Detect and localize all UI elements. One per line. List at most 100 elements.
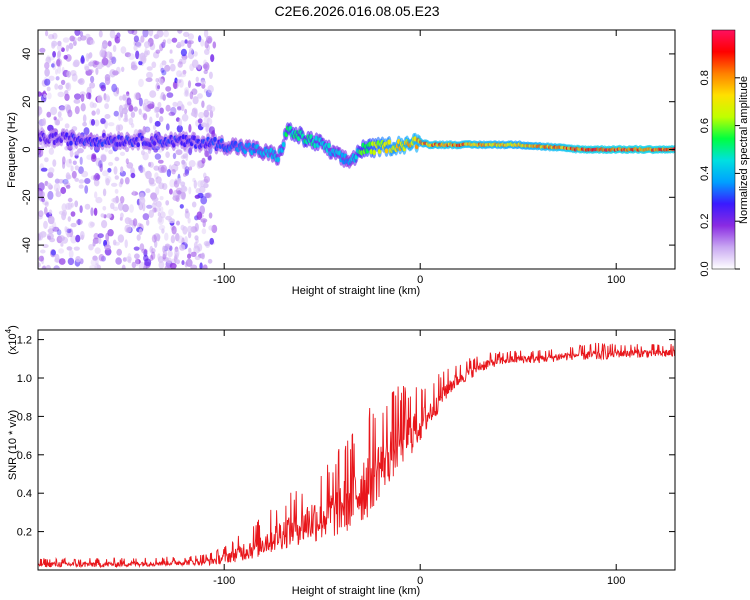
spectrogram-noise-cell xyxy=(84,185,89,194)
spectrogram-noise-cell xyxy=(40,167,48,172)
spectrogram-noise-cell xyxy=(41,197,45,203)
spectrogram-panel: -100 0 100 -40 -20 0 20 40 Height of straight … xyxy=(6,29,676,297)
spectrogram-noise-cell xyxy=(48,56,55,61)
spectrogram-noise-cell xyxy=(43,220,48,229)
spectrogram-noise-cell xyxy=(88,244,94,251)
spectrogram-noise-cell xyxy=(100,118,106,124)
x-tick-label: 0 xyxy=(417,575,423,587)
spectrogram-noise-cell xyxy=(90,221,95,227)
spectrogram-noise-cell xyxy=(57,40,62,47)
spectrogram-noise-cell xyxy=(135,258,141,265)
spectrogram-noise-cell xyxy=(47,190,54,200)
spectrogram-noise-cell xyxy=(181,57,187,65)
spectrogram-noise-cell xyxy=(173,160,181,167)
spectrogram-noise-cell xyxy=(197,118,203,124)
spectrogram-noise-cell xyxy=(53,116,57,121)
snr-y-label: SNR (10 * v/v) xyxy=(7,410,19,480)
spectrogram-noise-cell xyxy=(89,39,95,45)
spectrogram-noise-cell xyxy=(155,49,161,54)
spectrogram-noise-cell xyxy=(142,213,150,221)
spectrogram-noise-cell xyxy=(122,94,126,101)
spectrogram-noise-cell xyxy=(205,122,210,128)
spectrogram-noise-cell xyxy=(204,48,210,56)
spectrogram-noise-cell xyxy=(68,42,74,50)
spectrogram-noise-cell xyxy=(174,178,178,185)
spectrogram-noise-cell xyxy=(191,201,197,208)
spectrogram-noise-cell xyxy=(108,56,115,63)
spectrogram-noise-cell xyxy=(180,104,185,112)
spectrogram-noise-cell xyxy=(128,53,135,60)
spectrogram-noise-cell xyxy=(64,104,71,111)
spectrogram-noise-cell xyxy=(182,69,187,75)
spectrogram-noise-cell xyxy=(111,83,118,93)
spectrogram-noise-cell xyxy=(177,41,181,48)
spectrogram-noise-cell xyxy=(65,82,70,90)
spectrogram-noise-cell xyxy=(187,40,192,49)
spectrogram-ridge-cell xyxy=(327,142,331,149)
spectrogram-noise-cell xyxy=(145,170,152,180)
spectrogram-noise-cell xyxy=(58,235,65,242)
spectrogram-noise-cell xyxy=(46,55,51,63)
spectrogram-noise-cell xyxy=(155,186,160,196)
spectrogram-cells xyxy=(38,30,675,269)
spectrogram-noise-cell xyxy=(79,35,87,41)
spectrogram-noise-cell xyxy=(195,188,201,194)
spectrogram-noise-cell xyxy=(44,68,50,77)
spectrogram-noise-cell xyxy=(125,256,132,262)
snr-panel: -100 0 100 0.2 0.4 0.6 0.8 1.0 1.2 Height of st… xyxy=(4,325,676,597)
spectrogram-noise-cell xyxy=(202,264,208,269)
spectrogram-noise-cell xyxy=(82,121,87,127)
spectrogram-noise-cell xyxy=(124,217,131,225)
spectrogram-noise-cell xyxy=(47,215,55,225)
x-tick-label: 100 xyxy=(607,274,625,286)
spectrogram-noise-cell xyxy=(177,30,183,34)
spectrogram-noise-cell xyxy=(113,110,120,117)
spectrogram-noise-cell xyxy=(104,175,112,184)
spectrogram-noise-cell xyxy=(185,152,189,161)
spectrogram-noise-cell xyxy=(158,182,165,190)
spectrogram-noise-cell xyxy=(139,166,146,173)
spectrogram-noise-cell xyxy=(80,93,85,102)
spectrogram-noise-cell xyxy=(164,232,169,241)
spectrogram-noise-cell xyxy=(114,36,121,44)
spectrogram-noise-cell xyxy=(160,67,165,73)
spectrogram-noise-cell xyxy=(122,204,129,213)
spectrogram-noise-cell xyxy=(146,204,153,209)
spectrogram-noise-cell xyxy=(200,38,205,47)
spectrogram-noise-cell xyxy=(167,250,173,258)
spectrogram-noise-cell xyxy=(88,61,94,67)
spectrogram-noise-cell xyxy=(101,57,109,66)
spectrogram-noise-cell xyxy=(180,40,185,47)
snr-x-ticks: -100 0 100 xyxy=(213,330,625,587)
spectrogram-noise-cell xyxy=(172,152,177,160)
spectrogram-noise-cell xyxy=(199,186,206,194)
spectrogram-noise-cell xyxy=(135,257,139,267)
spectrogram-noise-cell xyxy=(102,188,107,197)
spectrogram-noise-cell xyxy=(151,196,159,202)
spectrogram-noise-cell xyxy=(181,113,189,122)
spectrogram-noise-cell xyxy=(58,105,66,111)
spectrogram-noise-cell xyxy=(124,52,131,58)
spectrogram-noise-cell xyxy=(115,124,121,132)
spectrogram-noise-cell xyxy=(111,182,118,187)
spectrogram-noise-cell xyxy=(184,89,189,97)
spectrogram-noise-cell xyxy=(158,224,166,231)
spectrogram-noise-cell xyxy=(146,219,150,226)
spectrogram-noise-cell xyxy=(151,248,156,254)
spectrogram-ridge-cell xyxy=(276,157,280,163)
spectrogram-noise-cell xyxy=(147,103,155,109)
spectrogram-noise-cell xyxy=(193,180,197,189)
spectrogram-noise-cell xyxy=(57,91,65,98)
spectrogram-noise-cell xyxy=(69,35,75,42)
spectrogram-noise-cell xyxy=(199,205,205,215)
spectrogram-noise-cell xyxy=(106,95,111,102)
spectrogram-noise-cell xyxy=(50,249,56,256)
spectrogram-noise-cell xyxy=(145,77,153,83)
spectrogram-noise-cell xyxy=(90,75,95,83)
spectrogram-noise-cell xyxy=(204,40,209,49)
spectrogram-noise-cell xyxy=(85,33,91,39)
spectrogram-noise-cell xyxy=(149,245,154,254)
spectrogram-noise-cell xyxy=(175,149,183,156)
spectrogram-noise-cell xyxy=(166,257,172,264)
